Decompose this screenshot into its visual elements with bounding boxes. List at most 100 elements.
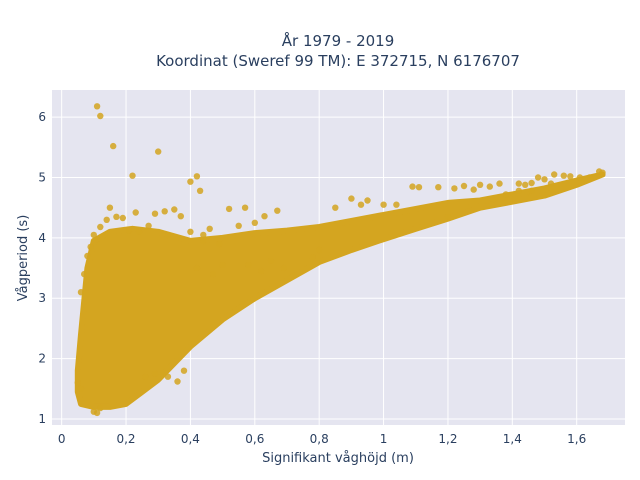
scatter-point [380,201,387,208]
scatter-point [132,209,139,216]
scatter-point [444,213,452,220]
scatter-point [187,228,194,235]
scatter-point [225,205,233,213]
scatter-point [126,227,133,234]
scatter-point [77,289,85,296]
y-tick-label: 5 [38,171,46,185]
scatter-point [567,173,574,180]
scatter-point [164,231,172,239]
scatter-point [180,367,188,374]
scatter-point [196,187,204,194]
scatter-point [528,187,535,194]
scatter-point [90,231,98,239]
scatter-point [309,254,316,261]
scatter-point [251,219,258,226]
scatter-point [161,208,168,215]
x-tick-label: 1,6 [567,432,586,446]
scatter-point [164,373,172,380]
y-tick-label: 3 [38,291,46,305]
scatter-point [200,237,207,245]
scatter-point [547,180,555,187]
scatter-point [110,142,117,150]
x-axis-ticks: 0 0,2 0,4 0,6 0,8 1 1,2 1,4 1,6 [58,432,586,446]
scatter-point [551,171,558,178]
x-tick-label: 1,2 [438,432,457,446]
scatter-point [496,180,503,187]
x-tick-label: 0,8 [310,432,329,446]
scatter-point [241,204,249,211]
y-axis-ticks: 1 2 3 4 5 6 [38,110,46,426]
dense-region [74,171,606,410]
scatter-point [280,264,287,272]
x-axis-title: Signifikant våghöjd (m) [262,451,414,466]
scatter-point [415,184,423,191]
x-tick-label: 0,6 [245,432,264,446]
scatter-point [77,385,85,392]
chart-title-line-1: År 1979 - 2019 [282,31,395,50]
scatter-point [486,183,493,190]
scatter-point [576,174,584,181]
scatter-point [235,222,242,229]
scatter-point [599,169,606,176]
dense-point-cloud [74,171,606,410]
scatter-point [515,180,522,187]
scatter-point [258,267,265,275]
scatter-point [142,373,149,380]
scatter-point [393,201,400,208]
scatter-point [97,404,104,412]
scatter-point [409,183,416,190]
scatter-point [541,176,548,183]
scatter-point [261,213,268,220]
scatter-point [187,178,194,185]
scatter-point [74,379,82,386]
scatter-point [106,204,114,211]
scatter-point [219,261,226,269]
scatter-point [135,228,143,235]
scatter-point [348,195,355,202]
scatter-point [81,270,88,278]
scatter-point [364,197,371,204]
scatter-point [93,103,101,110]
scatter-point [206,225,213,232]
scatter-point [451,185,458,192]
scatter-point [151,210,159,217]
scatter-point [174,378,181,385]
x-tick-label: 0 [58,432,66,446]
scatter-point [155,148,162,155]
scatter-points [74,103,606,417]
y-tick-label: 1 [38,412,46,426]
scatter-point [84,252,91,260]
scatter-point [435,184,442,191]
scatter-point [489,196,497,204]
scatter-point [209,270,217,278]
scatter-point [87,243,94,251]
scatter-point [177,213,184,220]
scatter-point [534,174,542,181]
scatter-point [460,182,468,190]
x-tick-label: 1,4 [503,432,522,446]
scatter-point [586,174,593,181]
scatter-point [502,191,510,198]
scatter-point [560,172,567,179]
scatter-point [119,214,127,222]
scatter-point [522,181,529,188]
scatter-point [470,186,477,193]
scatter-point [245,261,252,269]
x-tick-label: 1 [380,432,388,446]
x-tick-label: 0,4 [181,432,200,446]
scatter-point [216,240,223,248]
scatter-point [476,181,484,188]
scatter-point [113,213,120,220]
scatter-point [151,370,159,377]
scatter-point [90,408,98,415]
scatter-point [200,231,207,239]
scatter-point [332,204,339,211]
y-tick-label: 4 [38,231,46,245]
scatter-point [97,223,104,231]
chart-title-line-2: Koordinat (Sweref 99 TM): E 372715, N 61… [156,52,520,70]
scatter-point [274,207,281,214]
y-tick-label: 2 [38,352,46,366]
scatter-point [357,201,365,208]
scatter-point [171,206,178,213]
